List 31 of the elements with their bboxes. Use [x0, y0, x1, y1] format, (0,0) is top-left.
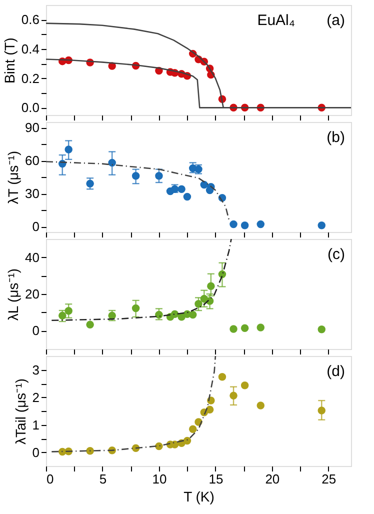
annotation: (d) [326, 363, 345, 380]
x-tick-label: 0 [46, 472, 54, 486]
x-tick-label: 25 [322, 472, 336, 486]
y-tick-label: 0.4 [21, 42, 40, 56]
annotation: (c) [328, 246, 345, 263]
y-tick-label: 60 [25, 153, 40, 168]
y-tick-label: 0 [32, 219, 40, 234]
annotation: (b) [326, 129, 345, 146]
x-tick-label: 10 [152, 472, 167, 486]
x-tick-label: 20 [265, 472, 280, 486]
y-tick-label: 2 [32, 390, 40, 405]
annotation: EuAl₄ [257, 12, 295, 29]
annotation: (a) [326, 12, 345, 29]
x-tick-label: 5 [99, 472, 107, 486]
y-tick-label: 1 [32, 417, 40, 432]
y-tick-label: 3 [32, 362, 40, 378]
y-axis-title: λT (μs⁻¹) [5, 150, 22, 204]
y-axis-title: λTail (μs⁻¹) [12, 378, 28, 444]
y-tick-label: 0.2 [21, 70, 40, 86]
x-tick-label: 15 [208, 472, 224, 486]
y-tick-label: 20 [25, 286, 40, 302]
x-axis-title: T (K) [184, 488, 214, 504]
y-tick-label: 0.0 [21, 100, 40, 116]
y-tick-label: 0 [32, 444, 40, 460]
y-tick-label: 0.6 [21, 12, 40, 28]
y-tick-label: 90 [25, 120, 40, 135]
y-axis-title: λL (μs⁻¹) [5, 268, 22, 321]
y-axis-title: Bint (T) [1, 38, 18, 84]
y-tick-label: 40 [25, 250, 40, 265]
y-tick-label: 30 [25, 186, 40, 201]
y-tick-label: 0 [32, 323, 40, 338]
